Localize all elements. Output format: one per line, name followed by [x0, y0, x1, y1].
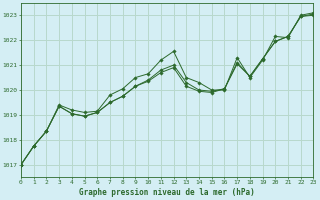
X-axis label: Graphe pression niveau de la mer (hPa): Graphe pression niveau de la mer (hPa) — [79, 188, 255, 197]
